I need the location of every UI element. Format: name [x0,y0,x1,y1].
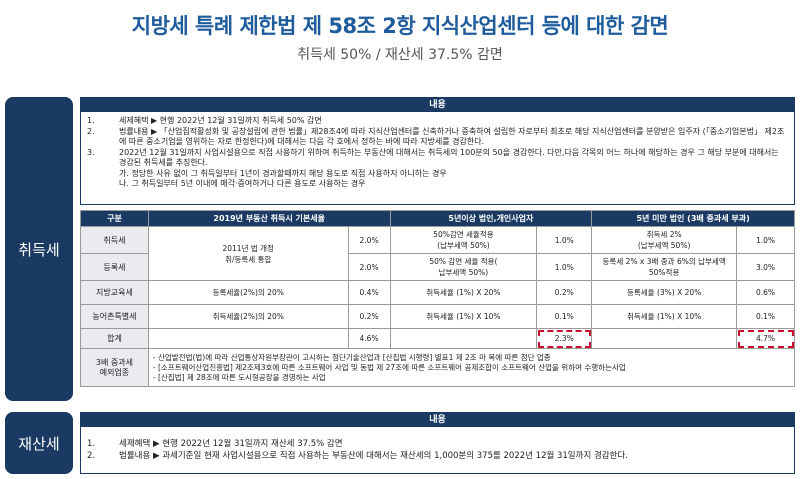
table-row: 3배 중과세 예외업종 - 산업발전법(법)에 따라 산업통상자원부장관이 고시… [80,348,796,387]
table-row: 취득세 2011년 법 개정 취/등록세 통합 2.0% 50%감면 세율적용 … [80,226,795,281]
list-item: 1. 세제혜택 ▶ 현행 2022년 12월 31일까지 재산세 37.5% 감면 [87,439,343,449]
table-cell: 취득세율 (1%) X 10% [389,304,538,329]
table-row: 농어촌특별세 취득세율(2%)의 20% 0.2% 취득세율 (1%) X 10… [80,304,795,329]
row-label: 지방교육세 [80,280,149,305]
page-title: 지방세 특례 제한법 제 58조 2항 지식산업센터 등에 대한 감면 [131,14,669,38]
acquisition-tax-label: 취득세 [5,97,73,401]
table-cell: 0.6% [736,280,795,305]
exception-line: - [소프트웨어산업진흥법] 제2조제3호에 따른 소프트웨어 사업 및 동법 … [152,362,626,372]
table-header: 2019년 부동산 취득시 기본세율 [147,210,391,227]
list-sub-item: 나. 그 취득일부터 5년 이내에 매각·증여하거나 다른 용도로 사용하는 경… [119,179,366,188]
list-item: 3. 2022년 12월 31일까지 사업시설용으로 직접 사용하기 위하여 취득… [87,147,779,168]
table-row: 지방교육세 등록세율(2%)의 20% 0.4% 취득세율 (1%) X 20%… [80,280,795,305]
row-label: 등록세 [80,253,149,281]
table-cell: 0.1% [736,304,795,329]
exception-line: - [산집법] 제 28조에 따른 도시형공장을 경영하는 사업 [152,372,326,382]
list-item: 2. 법률내용 ▶ 과세기준일 현재 사업시설용으로 직접 사용하는 부동산에 대… [87,451,628,461]
exception-line: - 산업발전법(법)에 따라 산업통상자원부장관이 고시하는 첨단기술산업과 [… [152,352,551,362]
table-cell: 취득세율 (1%) X 20% [389,280,538,305]
list-item: 2. 법률내용 ▶ 「산업집적활성화 및 공장설립에 관한 법률」제28조4에 따… [87,126,785,147]
total-base-rate: 4.6% [347,328,391,349]
acquisition-content-header: 내용 [81,98,794,112]
table-cell: 취득세율(2%)의 20% [147,304,349,329]
table-cell: 3.0% [736,253,795,281]
exception-note: - 산업발전법(법)에 따라 산업통상자원부장관이 고시하는 첨단기술산업과 [… [147,348,796,387]
table-cell: 1.0% [536,253,593,281]
total-under-five-rate-highlight: 4.7% [736,328,795,349]
total-five-year-rate-highlight: 2.3% [536,328,593,349]
table-cell: 0.4% [347,280,391,305]
tax-rate-table: 구분 2019년 부동산 취득시 기본세율 5년이상 법인,개인사업자 5년 미… [80,210,796,387]
list-item: 1. 세제혜택 ▶ 현행 2022년 12월 31일까지 취득세 50% 감면 [87,116,322,125]
list-sub-item: 가. 정당한 사유 없이 그 취득일부터 1년이 경과할때까지 해당 용도로 직… [119,168,447,178]
table-header: 5년이상 법인,개인사업자 [389,210,593,227]
acquisition-content-list: 1. 세제혜택 ▶ 현행 2022년 12월 31일까지 취득세 50% 감면 2… [81,112,794,190]
table-cell: 등록세 2% x 3배 중과 6%의 납부세액 50%적용 [591,253,738,281]
table-cell: 0.2% [536,280,593,305]
table-cell: 50%감면 세율적용 (납부세액 50%) [389,226,538,254]
table-cell [147,328,349,349]
table-cell: 취득세율 (1%) X 10% [591,304,738,329]
table-cell [389,328,538,349]
table-cell: 2011년 법 개정 취/등록세 통합 [147,226,349,281]
table-cell: 0.2% [347,304,391,329]
property-tax-label: 재산세 [5,412,73,474]
property-content-box: 내용 1. 세제혜택 ▶ 현행 2022년 12월 31일까지 재산세 37.5%… [80,412,795,474]
table-cell: 취득세 2% (납부세액 50%) [591,226,738,254]
table-cell: 1.0% [736,226,795,254]
table-cell: 50% 감면 세율 적용( 납부세액 50%) [389,253,538,281]
table-header: 5년 미만 법인 (3배 중과세 부과) [591,210,795,227]
table-cell: 2.0% [347,253,391,281]
table-cell: 2.0% [347,226,391,254]
exception-label: 3배 중과세 예외업종 [80,348,149,387]
acquisition-content-box: 내용 1. 세제혜택 ▶ 현행 2022년 12월 31일까지 취득세 50% 감… [80,97,795,205]
property-content-list: 1. 세제혜택 ▶ 현행 2022년 12월 31일까지 재산세 37.5% 감면… [81,427,794,462]
row-label: 농어촌특별세 [80,304,149,329]
table-cell: 등록세율 (3%) X 20% [591,280,738,305]
table-cell: 1.0% [536,226,593,254]
property-content-header: 내용 [81,413,794,427]
row-label: 취득세 [80,226,149,254]
table-row: 합계 4.6% 2.3% 4.7% [80,328,795,349]
table-cell [591,328,738,349]
table-header: 구분 [80,210,149,227]
table-cell: 등록세율(2%)의 20% [147,280,349,305]
table-row: 등록세 2.0% 50% 감면 세율 적용( 납부세액 50%) 1.0% 등록… [80,253,795,281]
table-cell: 0.1% [536,304,593,329]
page-subtitle: 취득세 50% / 재산세 37.5% 감면 [297,47,503,63]
row-label: 합계 [80,328,149,349]
